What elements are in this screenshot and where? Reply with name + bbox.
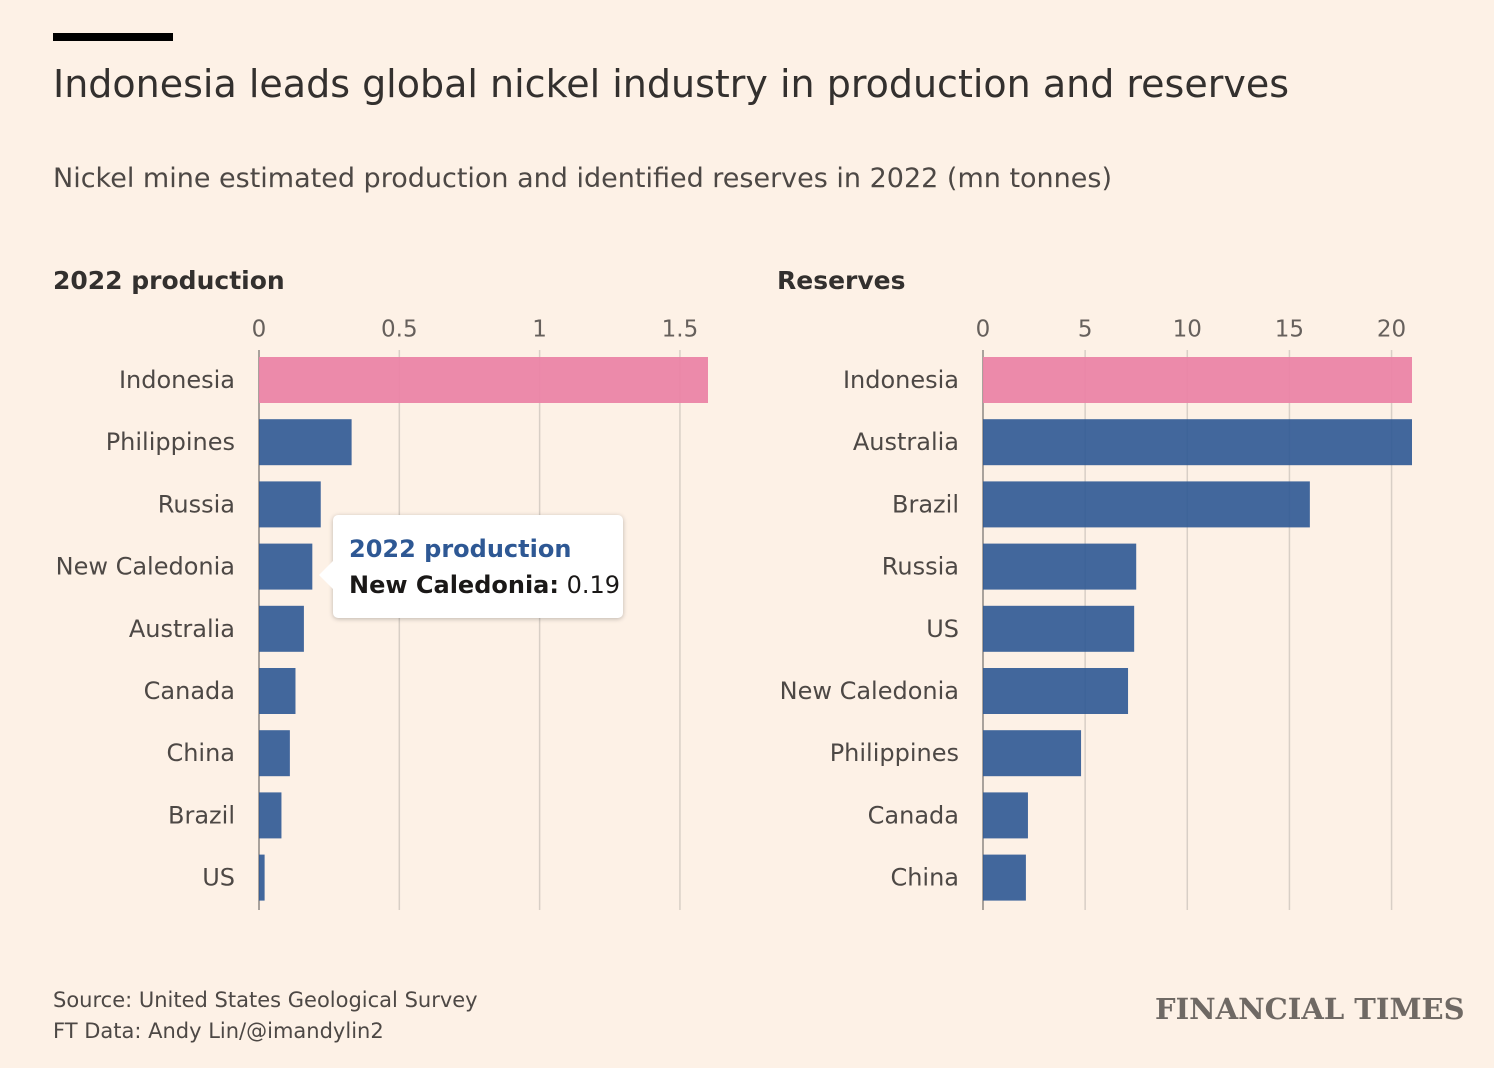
chart-subtitle: Nickel mine estimated production and ide… xyxy=(53,163,1112,194)
bar-russia[interactable] xyxy=(983,543,1137,590)
category-label: Brazil xyxy=(892,490,959,518)
chart-title: Indonesia leads global nickel industry i… xyxy=(53,62,1290,106)
top-rule xyxy=(53,33,173,41)
category-label: Indonesia xyxy=(119,366,235,394)
x-tick-label: 1.5 xyxy=(662,317,699,343)
x-tick-label: 15 xyxy=(1275,317,1304,343)
bar-us[interactable] xyxy=(259,854,265,901)
category-label: New Caledonia xyxy=(56,553,235,581)
category-label: Russia xyxy=(882,553,959,581)
bar-brazil[interactable] xyxy=(983,481,1310,528)
category-label: Russia xyxy=(158,490,235,518)
category-label: Canada xyxy=(868,801,959,829)
bar-new-caledonia[interactable] xyxy=(259,543,313,590)
bar-philippines[interactable] xyxy=(983,730,1082,777)
credit-note: FT Data: Andy Lin/@imandylin2 xyxy=(53,1019,384,1043)
tooltip-value: 0.19 xyxy=(566,571,621,599)
bar-new-caledonia[interactable] xyxy=(983,668,1129,714)
bar-china[interactable] xyxy=(983,854,1026,901)
category-label: China xyxy=(166,739,235,767)
x-tick-label: 20 xyxy=(1377,317,1406,343)
category-label: New Caledonia xyxy=(780,677,959,705)
x-tick-label: 5 xyxy=(1078,317,1093,343)
category-label: Australia xyxy=(129,615,235,643)
category-label: China xyxy=(890,864,959,892)
x-tick-label: 10 xyxy=(1173,317,1202,343)
category-label: Indonesia xyxy=(843,366,959,394)
bar-russia[interactable] xyxy=(259,481,321,528)
tooltip: 2022 production New Caledonia: 0.19 xyxy=(319,515,623,618)
category-label: Brazil xyxy=(168,801,235,829)
reserves-chart: 0 5 10 15 20 Indonesia Australia Brazil Russia US… xyxy=(780,317,1412,910)
ft-logo: FINANCIAL TIMES xyxy=(1155,992,1465,1026)
bar-australia[interactable] xyxy=(259,605,304,652)
x-tick-label: 0.5 xyxy=(381,317,418,343)
x-tick-label: 0 xyxy=(976,317,991,343)
tooltip-category: New Caledonia: xyxy=(349,571,559,599)
bar-indonesia[interactable] xyxy=(259,357,708,403)
bar-australia[interactable] xyxy=(983,419,1412,466)
bar-indonesia[interactable] xyxy=(983,357,1412,403)
production-chart: 0 0.5 1 1.5 Indonesia Philippines Russia New Ca… xyxy=(56,317,708,910)
bar-canada[interactable] xyxy=(983,792,1028,839)
bar-us[interactable] xyxy=(983,605,1135,652)
bar-canada[interactable] xyxy=(259,668,296,714)
bar-china[interactable] xyxy=(259,730,290,777)
category-label: Philippines xyxy=(106,428,235,456)
x-tick-label: 0 xyxy=(252,317,267,343)
bar-brazil[interactable] xyxy=(259,792,282,839)
bar-philippines[interactable] xyxy=(259,419,352,466)
source-note: Source: United States Geological Survey xyxy=(53,988,478,1012)
category-label: Philippines xyxy=(830,739,959,767)
reserves-panel-title: Reserves xyxy=(777,266,906,295)
tooltip-line: New Caledonia: 0.19 xyxy=(349,571,620,599)
production-panel-title: 2022 production xyxy=(53,266,285,295)
category-label: Australia xyxy=(853,428,959,456)
tooltip-series: 2022 production xyxy=(349,535,572,563)
x-tick-label: 1 xyxy=(532,317,547,343)
category-label: US xyxy=(202,864,235,892)
footer-notes: Source: United States Geological Survey … xyxy=(53,985,478,1047)
category-label: US xyxy=(926,615,959,643)
category-label: Canada xyxy=(144,677,235,705)
